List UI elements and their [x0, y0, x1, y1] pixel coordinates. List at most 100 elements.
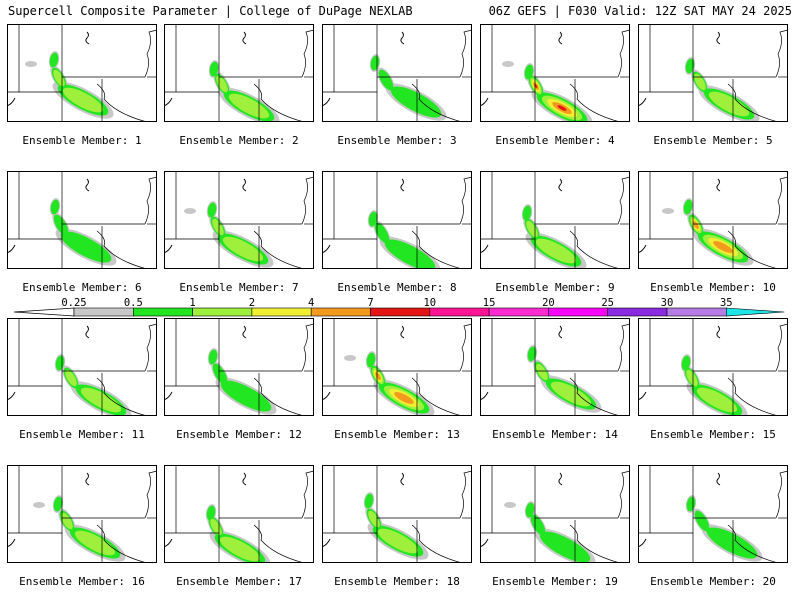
- member-label: Ensemble Member: 3: [337, 134, 457, 147]
- panel-border: [322, 24, 472, 122]
- scp-contour-north-0.5: [366, 352, 376, 368]
- scp-contour-main-1: [62, 87, 104, 113]
- coast-line: [164, 97, 173, 107]
- state-boundary: [411, 83, 463, 122]
- scp-contour-north-0.5: [524, 64, 534, 80]
- scp-contour-stray: [662, 208, 674, 214]
- state-boundary: [617, 176, 630, 225]
- state-map: [638, 171, 788, 269]
- state-boundary: [638, 223, 776, 240]
- river-line: [400, 325, 405, 339]
- panel-border: [7, 318, 157, 416]
- state-map: [322, 465, 472, 563]
- state-boundary: [459, 323, 472, 372]
- coast-line: [164, 244, 173, 254]
- coast-line: [7, 244, 16, 254]
- state-boundary: [322, 370, 460, 387]
- scp-contour-nw-0.5: [212, 363, 228, 385]
- state-boundary: [638, 370, 776, 387]
- scp-contour-main-0.5: [220, 380, 272, 412]
- coast-line: [164, 391, 173, 401]
- state-boundary: [322, 223, 460, 240]
- colorbar-tick-label: 20: [542, 297, 555, 309]
- scp-contour-main-0.5: [384, 239, 436, 269]
- state-boundary: [411, 524, 463, 563]
- ensemble-member-map: [638, 171, 788, 269]
- chart-title: Supercell Composite Parameter | College …: [8, 4, 413, 18]
- river-line: [85, 472, 90, 486]
- scp-contour-north-0.5: [368, 211, 378, 227]
- scp-contour-stray: [25, 61, 37, 67]
- ensemble-member-map: [480, 465, 630, 563]
- panel-border: [7, 465, 157, 563]
- member-label: Ensemble Member: 5: [653, 134, 773, 147]
- panel-border: [322, 171, 472, 269]
- state-boundary: [727, 377, 779, 416]
- coast-line: [322, 97, 331, 107]
- scp-contour-nw-1: [61, 512, 73, 530]
- scp-contour-main-1: [219, 536, 261, 562]
- river-line: [400, 31, 405, 45]
- scp-contour-north-0.5: [683, 199, 693, 215]
- state-boundary: [301, 323, 314, 372]
- scp-contour-main-4: [394, 392, 414, 404]
- scp-contour-north-0.5: [53, 496, 63, 512]
- coast-line: [638, 538, 647, 548]
- member-label: Ensemble Member: 11: [19, 428, 145, 441]
- state-boundary: [322, 76, 460, 93]
- scp-contour-main-1: [222, 236, 264, 262]
- colorbar-below-arrow: [13, 307, 75, 317]
- scp-contour-main-4: [713, 241, 733, 253]
- panel-border: [322, 465, 472, 563]
- state-boundary: [569, 83, 621, 122]
- ensemble-member-map: [7, 465, 157, 563]
- ensemble-member-map: [164, 171, 314, 269]
- scp-contour-stray: [502, 61, 514, 67]
- scp-contour-nw-4: [375, 372, 381, 380]
- state-boundary: [617, 470, 630, 519]
- coast-line: [7, 97, 16, 107]
- state-boundary: [253, 83, 305, 122]
- state-boundary: [480, 76, 618, 93]
- scp-contour-stray: [184, 208, 196, 214]
- scp-contour-north-0.5: [49, 52, 59, 68]
- colorbar-tick-label: 7: [367, 297, 373, 309]
- ensemble-member-map: [638, 318, 788, 416]
- state-map: [480, 171, 630, 269]
- coast-line: [480, 244, 489, 254]
- ensemble-member-map: [322, 171, 472, 269]
- coast-line: [322, 538, 331, 548]
- river-line: [242, 31, 247, 45]
- state-boundary: [727, 230, 779, 269]
- colorbar-graphic: 0.25 0.5 1 2 4 7 10 15 20 25 30 35: [13, 297, 785, 317]
- river-line: [242, 325, 247, 339]
- state-boundary: [164, 370, 302, 387]
- state-map: [164, 465, 314, 563]
- river-line: [716, 325, 721, 339]
- colorbar-tick-label: 30: [661, 297, 674, 309]
- member-label: Ensemble Member: 13: [334, 428, 460, 441]
- state-boundary: [480, 223, 618, 240]
- colorbar-tick-label: 35: [720, 297, 733, 309]
- state-boundary: [144, 176, 157, 225]
- scp-contour-nw-4: [693, 221, 699, 229]
- ensemble-member-map: [7, 24, 157, 122]
- panel-border: [480, 24, 630, 122]
- ensemble-member-map: [7, 171, 157, 269]
- state-boundary: [775, 470, 788, 519]
- scp-contour-stray: [33, 502, 45, 508]
- state-boundary: [411, 230, 463, 269]
- state-boundary: [144, 29, 157, 78]
- state-boundary: [569, 377, 621, 416]
- coast-line: [7, 391, 16, 401]
- ensemble-member-map: [480, 24, 630, 122]
- scp-contour-main-0.5: [390, 86, 442, 118]
- state-boundary: [775, 176, 788, 225]
- state-map: [164, 24, 314, 122]
- colorbar-tick-label: 0.5: [124, 297, 143, 309]
- state-map: [164, 318, 314, 416]
- state-boundary: [301, 29, 314, 78]
- panel-border: [480, 171, 630, 269]
- state-boundary: [617, 323, 630, 372]
- colorbar-tick-label: 10: [423, 297, 436, 309]
